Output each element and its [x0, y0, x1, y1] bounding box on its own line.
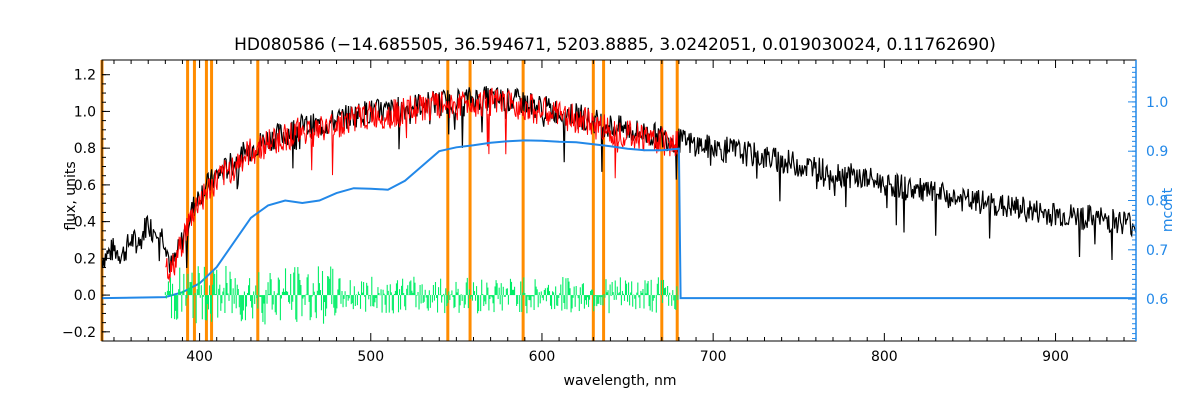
- x-tick-label: 900: [1042, 349, 1069, 365]
- y2-tick-label: 1.0: [1146, 95, 1168, 111]
- y-tick-label: 0.0: [74, 288, 96, 304]
- series-layer: [101, 86, 1137, 325]
- series-observed: [101, 86, 1137, 273]
- y2-axis-label: mcont: [1160, 187, 1176, 232]
- y-tick-label: 1.2: [74, 68, 96, 84]
- y2-tick-label: 0.7: [1146, 243, 1168, 259]
- x-axis-label: wavelength, nm: [564, 373, 677, 389]
- series-mcont: [101, 139, 1136, 300]
- y2-tick-label: 0.8: [1146, 194, 1168, 210]
- y-tick-label: 1.0: [74, 104, 96, 120]
- y-axis-left: −0.2 0.0 0.2 0.4 0.6 0.8 1.0 1.2: [62, 68, 110, 341]
- x-tick-label: 800: [871, 349, 898, 365]
- y2-tick-label: 0.9: [1146, 144, 1168, 160]
- x-tick-label: 700: [700, 349, 727, 365]
- x-axis: 400 500 600 700 800 900: [113, 60, 1125, 365]
- series-model: [165, 87, 679, 283]
- y-tick-label: 0.4: [74, 215, 96, 231]
- y-axis-label: flux, units: [63, 161, 79, 230]
- y-tick-label: −0.2: [62, 325, 96, 341]
- y2-tick-label: 0.6: [1146, 292, 1168, 308]
- x-tick-label: 600: [529, 349, 556, 365]
- x-tick-label: 400: [186, 349, 213, 365]
- y-tick-label: 0.6: [74, 178, 96, 194]
- x-tick-label: 500: [357, 349, 384, 365]
- chart-title: HD080586 (−14.685505, 36.594671, 5203.88…: [234, 35, 996, 55]
- y-axis-right: 0.6 0.7 0.8 0.9 1.0: [1128, 60, 1168, 341]
- y-tick-label: 0.2: [74, 251, 96, 267]
- y-tick-label: 0.8: [74, 141, 96, 157]
